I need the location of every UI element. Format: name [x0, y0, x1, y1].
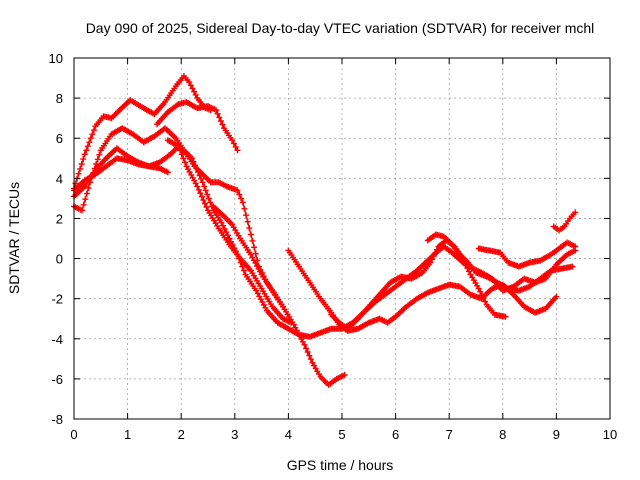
plus-markers [475, 239, 579, 270]
x-tick-label: 4 [285, 427, 292, 442]
y-tick-label: -4 [51, 332, 63, 347]
plus-markers [164, 137, 295, 326]
x-tick-label: 5 [338, 427, 345, 442]
x-tick-label: 1 [124, 427, 131, 442]
grid-layer [74, 58, 610, 419]
x-tick-label: 8 [499, 427, 506, 442]
series-arc-11 [475, 239, 579, 270]
x-tick-label: 9 [553, 427, 560, 442]
plus-markers [154, 99, 241, 154]
plus-markers [424, 231, 576, 294]
series-arc-12 [550, 209, 579, 234]
y-tick-label: 0 [56, 252, 63, 267]
y-tick-label: 10 [49, 51, 63, 66]
y-tick-label: -8 [51, 412, 63, 427]
x-tick-label: 6 [392, 427, 399, 442]
x-tick-label: 7 [446, 427, 453, 442]
y-tick-label: -2 [51, 292, 63, 307]
y-axis-label: SDTVAR / TECUs [6, 182, 22, 294]
x-axis-label: GPS time / hours [287, 457, 394, 473]
series-arc-10 [424, 231, 576, 294]
series-arc-7 [210, 203, 348, 388]
x-tick-label: 0 [70, 427, 77, 442]
x-tick-label: 3 [231, 427, 238, 442]
y-tick-label: 8 [56, 91, 63, 106]
x-tick-label: 10 [603, 427, 617, 442]
plus-markers [210, 203, 348, 388]
y-tick-label: 6 [56, 131, 63, 146]
tick-layer: 0 1 2 3 4 5 6 7 8 9 10 -8 -6 -4 -2 0 2 4 6 8 10 [49, 51, 618, 442]
y-tick-label: -6 [51, 372, 63, 387]
series-layer [71, 73, 579, 388]
y-tick-label: 2 [56, 211, 63, 226]
y-tick-label: 4 [56, 171, 63, 186]
x-tick-label: 2 [178, 427, 185, 442]
series-arc-6 [164, 137, 295, 326]
series-arc-2 [154, 99, 241, 154]
chart-title: Day 090 of 2025, Sidereal Day-to-day VTE… [86, 20, 595, 36]
plus-markers [550, 209, 579, 234]
